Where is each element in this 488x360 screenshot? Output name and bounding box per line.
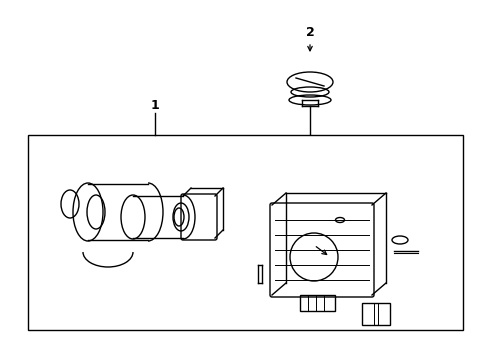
- Text: 1: 1: [150, 99, 159, 112]
- Bar: [299, 295, 334, 311]
- Bar: [361, 303, 389, 325]
- Text: 2: 2: [305, 26, 314, 39]
- Bar: [28, 135, 462, 330]
